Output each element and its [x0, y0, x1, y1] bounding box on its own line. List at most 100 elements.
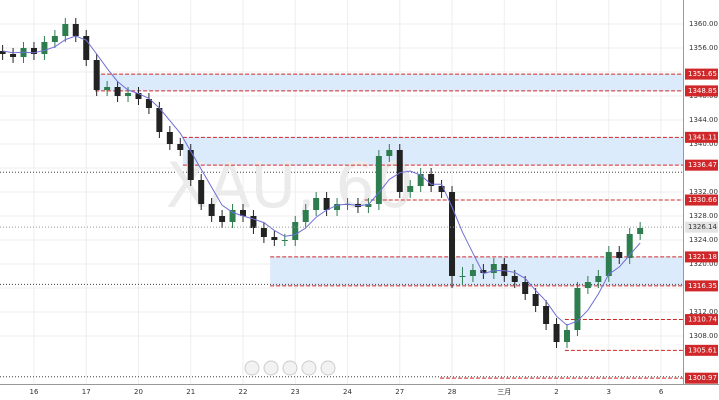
candle-body: [438, 186, 445, 192]
x-tick-label: 17: [82, 388, 91, 396]
nav-reset[interactable]: [282, 360, 298, 376]
candle-body: [302, 210, 309, 222]
candle-body: [574, 288, 581, 330]
candle-body: [449, 192, 456, 276]
candle-body: [626, 234, 633, 258]
candle-body: [532, 294, 539, 306]
candle-body: [104, 87, 111, 90]
level-label: 1300.97: [688, 374, 717, 382]
candle-body: [177, 144, 184, 150]
candle-body: [41, 42, 48, 54]
x-tick-label: 三月: [497, 388, 511, 396]
level-label: 1305.61: [688, 346, 717, 354]
candle-body: [313, 198, 320, 210]
level-label-box: [685, 251, 718, 263]
candle-body: [156, 108, 163, 132]
level-label: 1316.35: [688, 282, 717, 290]
candle-body: [334, 204, 341, 210]
last-price-box: [685, 221, 718, 233]
candle-body: [501, 264, 508, 276]
candle-body: [469, 270, 476, 276]
level-label: 1351.65: [688, 70, 717, 78]
level-label: 1330.66: [688, 196, 717, 204]
candle-body: [250, 216, 257, 228]
candle-body: [187, 150, 194, 180]
x-tick-label: 20: [134, 388, 143, 396]
candle-body: [93, 60, 100, 90]
level-label: 1321.18: [688, 253, 717, 261]
level-label: 1336.47: [688, 161, 717, 169]
candle-body: [260, 228, 267, 237]
x-tick-label: 16: [30, 388, 39, 396]
level-label-box: [685, 372, 718, 384]
level-label: 1348.85: [688, 87, 717, 95]
candle-body: [83, 36, 90, 60]
candle-body: [522, 282, 529, 294]
y-tick-label: 1324.00: [689, 236, 718, 244]
candle-body: [114, 87, 121, 96]
nav-last[interactable]: [320, 360, 336, 376]
candle-body: [407, 186, 414, 192]
level-label-box: [685, 314, 718, 326]
y-tick-label: 1320.00: [689, 260, 718, 268]
x-tick-label: 6: [659, 388, 664, 396]
watermark: XAU, 60: [166, 149, 415, 222]
nav-next[interactable]: [301, 360, 317, 376]
level-label: 1341.11: [688, 133, 717, 141]
candle-body: [145, 99, 152, 108]
level-label-box: [685, 344, 718, 356]
x-tick-label: 28: [448, 388, 457, 396]
candle-body: [543, 306, 550, 324]
y-tick-label: 1344.00: [689, 116, 718, 124]
last-price-label: 1326.14: [688, 223, 717, 231]
x-tick-label: 27: [395, 388, 404, 396]
y-tick-label: 1356.00: [689, 44, 718, 52]
candle-body: [125, 93, 132, 96]
x-tick-label: 24: [343, 388, 352, 396]
candle-body: [166, 132, 173, 144]
x-tick-label: 2: [554, 388, 558, 396]
candle-body: [271, 237, 278, 240]
y-tick-label: 1308.00: [689, 332, 718, 340]
zone: [95, 74, 683, 91]
candle-body: [198, 180, 205, 204]
candle-body: [365, 204, 372, 207]
zone: [182, 137, 683, 166]
candle-body: [563, 330, 570, 342]
candle-body: [511, 276, 518, 282]
candle-body: [10, 54, 17, 57]
candle-body: [323, 198, 330, 210]
y-tick-label: 1332.00: [689, 188, 718, 196]
level-label-box: [685, 85, 718, 97]
zone: [270, 256, 683, 286]
nav-prev[interactable]: [263, 360, 279, 376]
x-tick-label: 23: [291, 388, 300, 396]
candle-body: [490, 264, 497, 273]
candle-body: [459, 276, 466, 277]
candle-body: [135, 93, 142, 99]
y-tick-label: 1312.00: [689, 308, 718, 316]
level-label: 1310.74: [688, 316, 717, 324]
candle-body: [30, 48, 37, 54]
nav-toolbar: [244, 360, 336, 376]
candle-body: [553, 324, 560, 342]
candle-body: [480, 270, 487, 273]
candle-body: [208, 204, 215, 216]
x-tick-label: 22: [239, 388, 248, 396]
candle-body: [637, 228, 644, 234]
candle-body: [281, 240, 288, 241]
candle-body: [396, 150, 403, 192]
candle-body: [292, 222, 299, 240]
level-label-box: [685, 68, 718, 80]
x-tick-label: 3: [607, 388, 611, 396]
x-tick-label: 21: [186, 388, 195, 396]
candle-body: [62, 24, 69, 36]
candle-body: [375, 156, 382, 204]
candle-body: [229, 210, 236, 222]
candle-body: [584, 282, 591, 288]
level-label-box: [685, 159, 718, 171]
y-tick-label: 1340.00: [689, 140, 718, 148]
nav-first[interactable]: [244, 360, 260, 376]
level-label-box: [685, 194, 718, 206]
